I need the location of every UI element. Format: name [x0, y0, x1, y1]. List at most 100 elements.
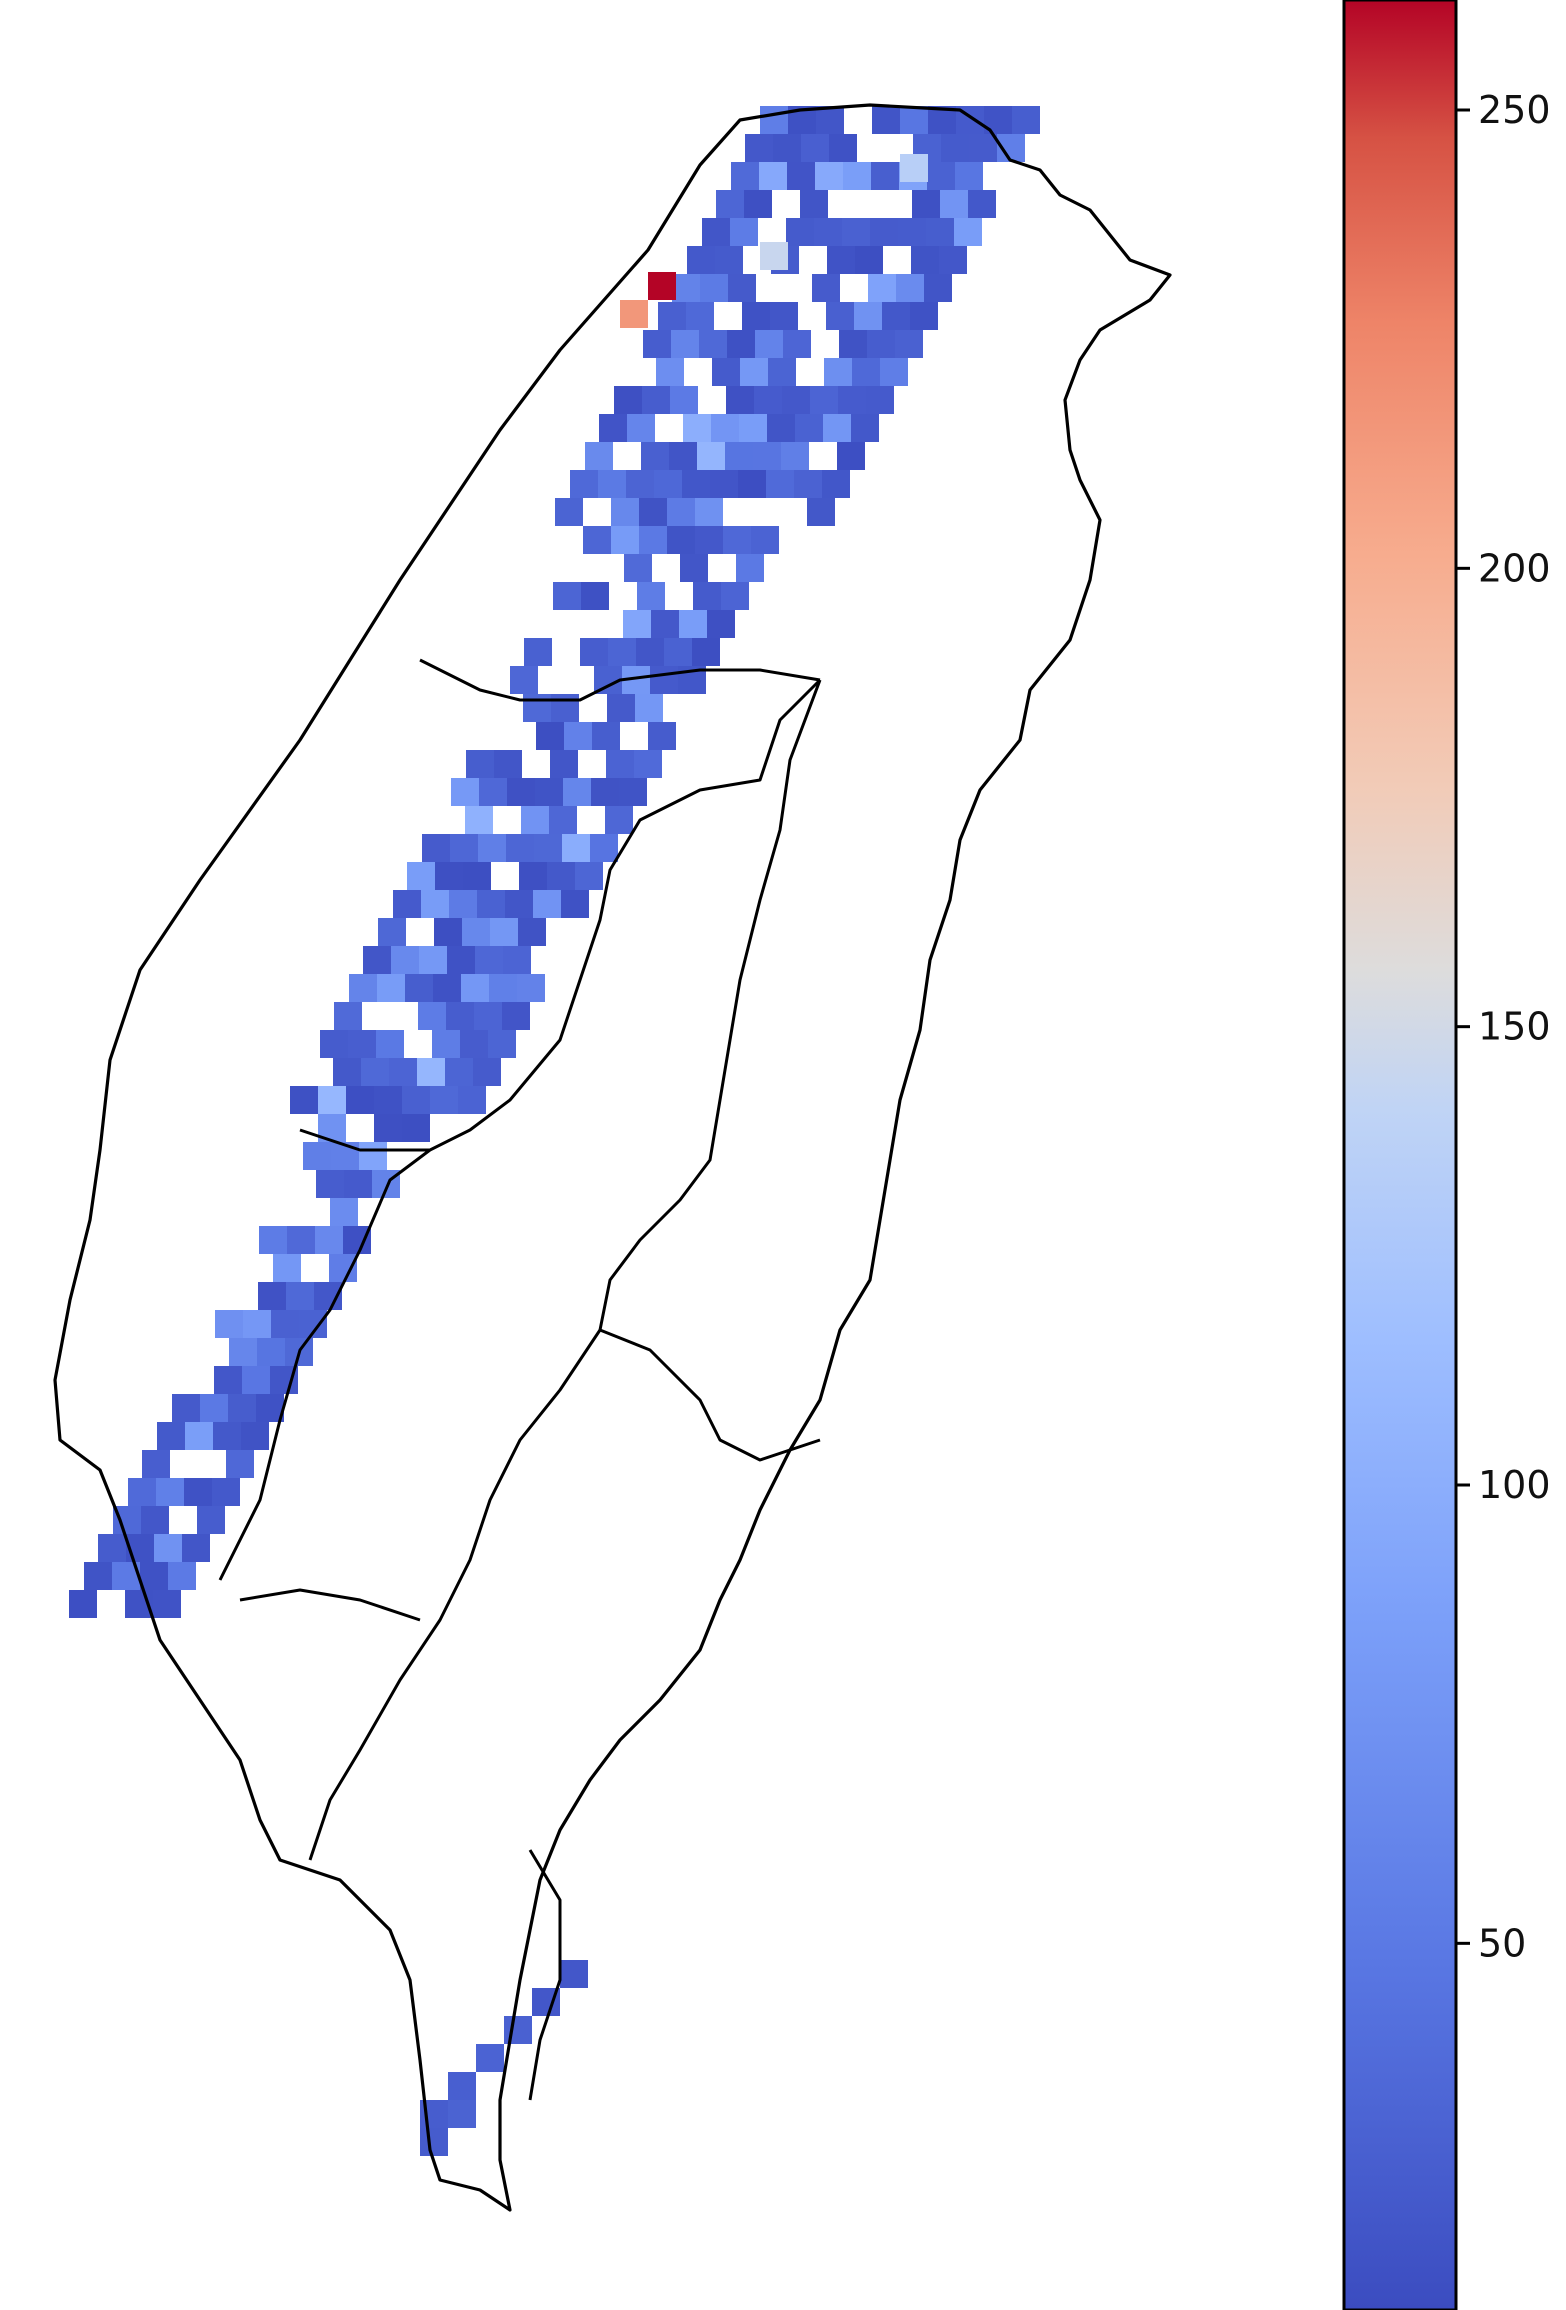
heatmap-cell — [656, 358, 684, 386]
heatmap-cell — [506, 834, 534, 862]
heatmap-cell — [826, 302, 854, 330]
heatmap-cell — [868, 274, 896, 302]
heatmap-cell — [843, 162, 871, 190]
county-boundary — [419, 658, 821, 702]
heatmap-cell — [212, 1478, 240, 1506]
heatmap-cell — [726, 386, 754, 414]
heatmap-cell — [810, 386, 838, 414]
heatmap-cell — [333, 1058, 361, 1086]
heatmap-cell — [213, 1422, 241, 1450]
heatmap-cell — [669, 442, 697, 470]
heatmap-cell — [448, 2100, 476, 2128]
heatmap-cell — [667, 498, 695, 526]
heatmap-cell — [794, 470, 822, 498]
heatmap-cell — [710, 470, 738, 498]
heatmap-cell — [683, 414, 711, 442]
heatmap-cell — [448, 2072, 476, 2100]
heatmap-cell — [766, 470, 794, 498]
heatmap-cell — [320, 1030, 348, 1058]
heatmap-cell — [197, 1506, 225, 1534]
heatmap-cell — [502, 1002, 530, 1030]
heatmap-cell — [228, 1394, 256, 1422]
heatmap-cell — [639, 526, 667, 554]
heatmap-cell — [551, 694, 579, 722]
heatmap-cell — [447, 946, 475, 974]
heatmap-cell — [363, 946, 391, 974]
heatmap-cell — [837, 442, 865, 470]
heatmap-cell — [583, 526, 611, 554]
heatmap-cell — [435, 862, 463, 890]
heatmap-cell — [852, 358, 880, 386]
heatmap-cell — [402, 1114, 430, 1142]
colorbar-tick-label: 100 — [1478, 1463, 1551, 1507]
heatmap-cell — [563, 778, 591, 806]
heatmap-cell — [607, 694, 635, 722]
county-boundary — [599, 1328, 821, 1462]
heatmap-cell — [781, 442, 809, 470]
heatmap-cell — [257, 1338, 285, 1366]
colorbar-tick-label: 250 — [1478, 88, 1551, 132]
heatmap-cell — [686, 302, 714, 330]
county-boundary — [239, 1588, 421, 1622]
heatmap-cell — [654, 470, 682, 498]
heatmap-cell — [736, 554, 764, 582]
heatmap-cell — [391, 946, 419, 974]
heatmap-cell — [465, 806, 493, 834]
heatmap-cell — [318, 1086, 346, 1114]
heatmap-cell — [838, 386, 866, 414]
heatmap-cell — [670, 386, 698, 414]
heatmap-cell — [667, 526, 695, 554]
heatmap-cell — [731, 162, 759, 190]
heatmap-cell — [823, 414, 851, 442]
heatmap-cell — [154, 1534, 182, 1562]
heatmap-cell — [605, 806, 633, 834]
county-boundary — [308, 1329, 602, 1861]
county-boundary — [598, 679, 822, 1331]
heatmap-cell — [214, 1366, 242, 1394]
heatmap-cell — [142, 1450, 170, 1478]
heatmap-cell — [744, 190, 772, 218]
colorbar — [1342, 0, 1458, 2310]
heatmap-cell — [699, 330, 727, 358]
heatmap-cell — [505, 890, 533, 918]
heatmap-cell — [641, 442, 669, 470]
heatmap-cell — [807, 498, 835, 526]
heatmap-cell — [418, 1002, 446, 1030]
heatmap-cell — [590, 834, 618, 862]
heatmap-cell — [611, 526, 639, 554]
heatmap-cell — [680, 554, 708, 582]
heatmap-cell — [243, 1310, 271, 1338]
heatmap-cell — [128, 1478, 156, 1506]
heatmap-cell — [822, 470, 850, 498]
heatmap-cell — [829, 134, 857, 162]
heatmap-cell — [738, 470, 766, 498]
heatmap-cell — [782, 386, 810, 414]
heatmap-cell — [473, 1058, 501, 1086]
heatmap-cell — [900, 106, 928, 134]
heatmap-cell — [84, 1562, 112, 1590]
heatmap-cell — [534, 834, 562, 862]
heatmap-cell — [787, 162, 815, 190]
county-boundary — [299, 1128, 430, 1152]
heatmap-cell — [432, 1030, 460, 1058]
heatmap-cell — [421, 890, 449, 918]
heatmap-cell — [433, 974, 461, 1002]
heatmap-cell — [924, 274, 952, 302]
heatmap-cell — [606, 750, 634, 778]
heatmap-cell — [549, 806, 577, 834]
heatmap-cell — [882, 302, 910, 330]
heatmap-cell — [912, 190, 940, 218]
heatmap-cell — [910, 302, 938, 330]
heatmap-cell — [570, 470, 598, 498]
heatmap-cell — [801, 134, 829, 162]
heatmap-cell — [727, 330, 755, 358]
heatmap-cell — [376, 1030, 404, 1058]
heatmap-cell — [334, 1002, 362, 1030]
heatmap-cell — [560, 1960, 588, 1988]
heatmap-cell — [303, 1142, 331, 1170]
heatmap-cell — [824, 358, 852, 386]
colorbar-tick-label: 150 — [1478, 1005, 1551, 1049]
heatmap-cell — [783, 330, 811, 358]
heatmap-cell — [521, 806, 549, 834]
heatmap-cell — [172, 1394, 200, 1422]
